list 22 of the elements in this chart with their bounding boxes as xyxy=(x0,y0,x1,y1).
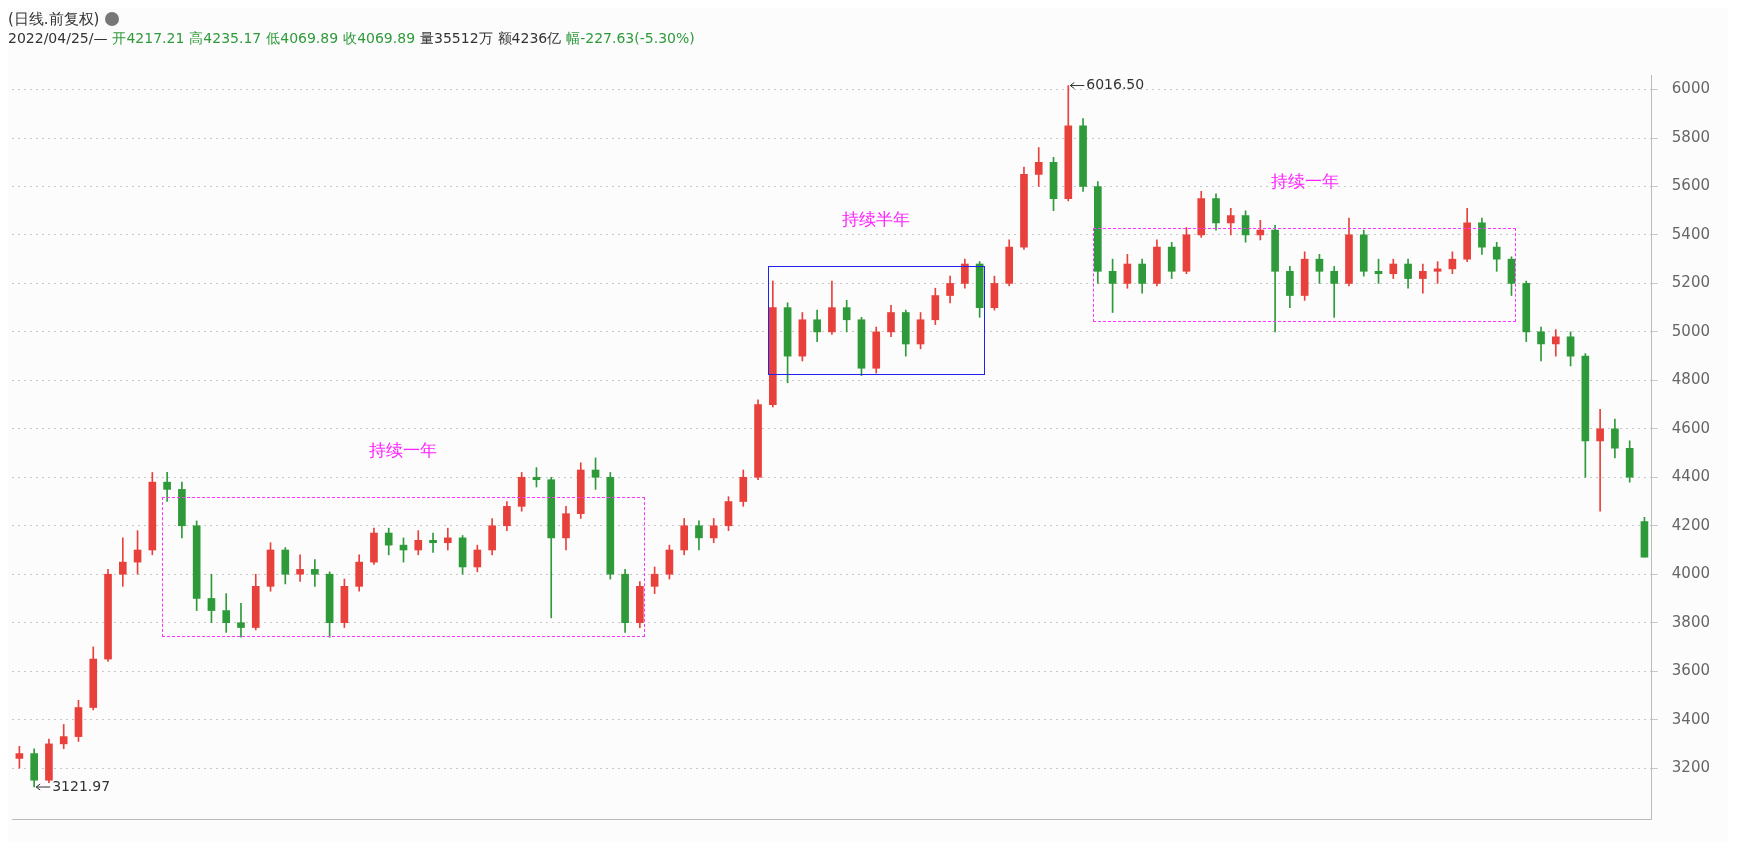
y-tick-label: 4000 xyxy=(1671,564,1711,583)
annotation: 持续半年 xyxy=(841,208,912,232)
y-tick-label: 3800 xyxy=(1671,612,1711,631)
y-tick-label: 3200 xyxy=(1671,758,1711,776)
y-tick-label: 4600 xyxy=(1671,418,1711,437)
y-tick-label: 4400 xyxy=(1671,467,1711,486)
annotation: 3121.97 xyxy=(52,777,111,794)
y-tick-label: 3600 xyxy=(1671,661,1711,680)
y-tick-label: 5400 xyxy=(1671,224,1711,243)
y-tick-label: 6000 xyxy=(1671,79,1711,98)
y-tick-label: 5800 xyxy=(1671,127,1711,146)
chart-title: (日线.前复权) xyxy=(8,9,100,29)
chart-subtitle: 2022/04/25/— 开4217.21 高4235.17 低4069.89 收4069.89 量35512万 额4236亿 幅-227.63(-5.30%) xyxy=(8,30,695,46)
annotation: 持续一年 xyxy=(368,438,439,462)
annotation: 持续一年 xyxy=(1269,169,1340,193)
y-tick-label: 4800 xyxy=(1671,370,1711,389)
y-tick-label: 5600 xyxy=(1671,176,1711,195)
y-tick-label: 4200 xyxy=(1671,515,1711,534)
annotation: 6016.50 xyxy=(1086,76,1145,93)
y-tick-label: 5000 xyxy=(1671,321,1711,340)
y-tick-label: 5200 xyxy=(1671,273,1711,292)
y-tick-label: 3400 xyxy=(1671,709,1711,728)
